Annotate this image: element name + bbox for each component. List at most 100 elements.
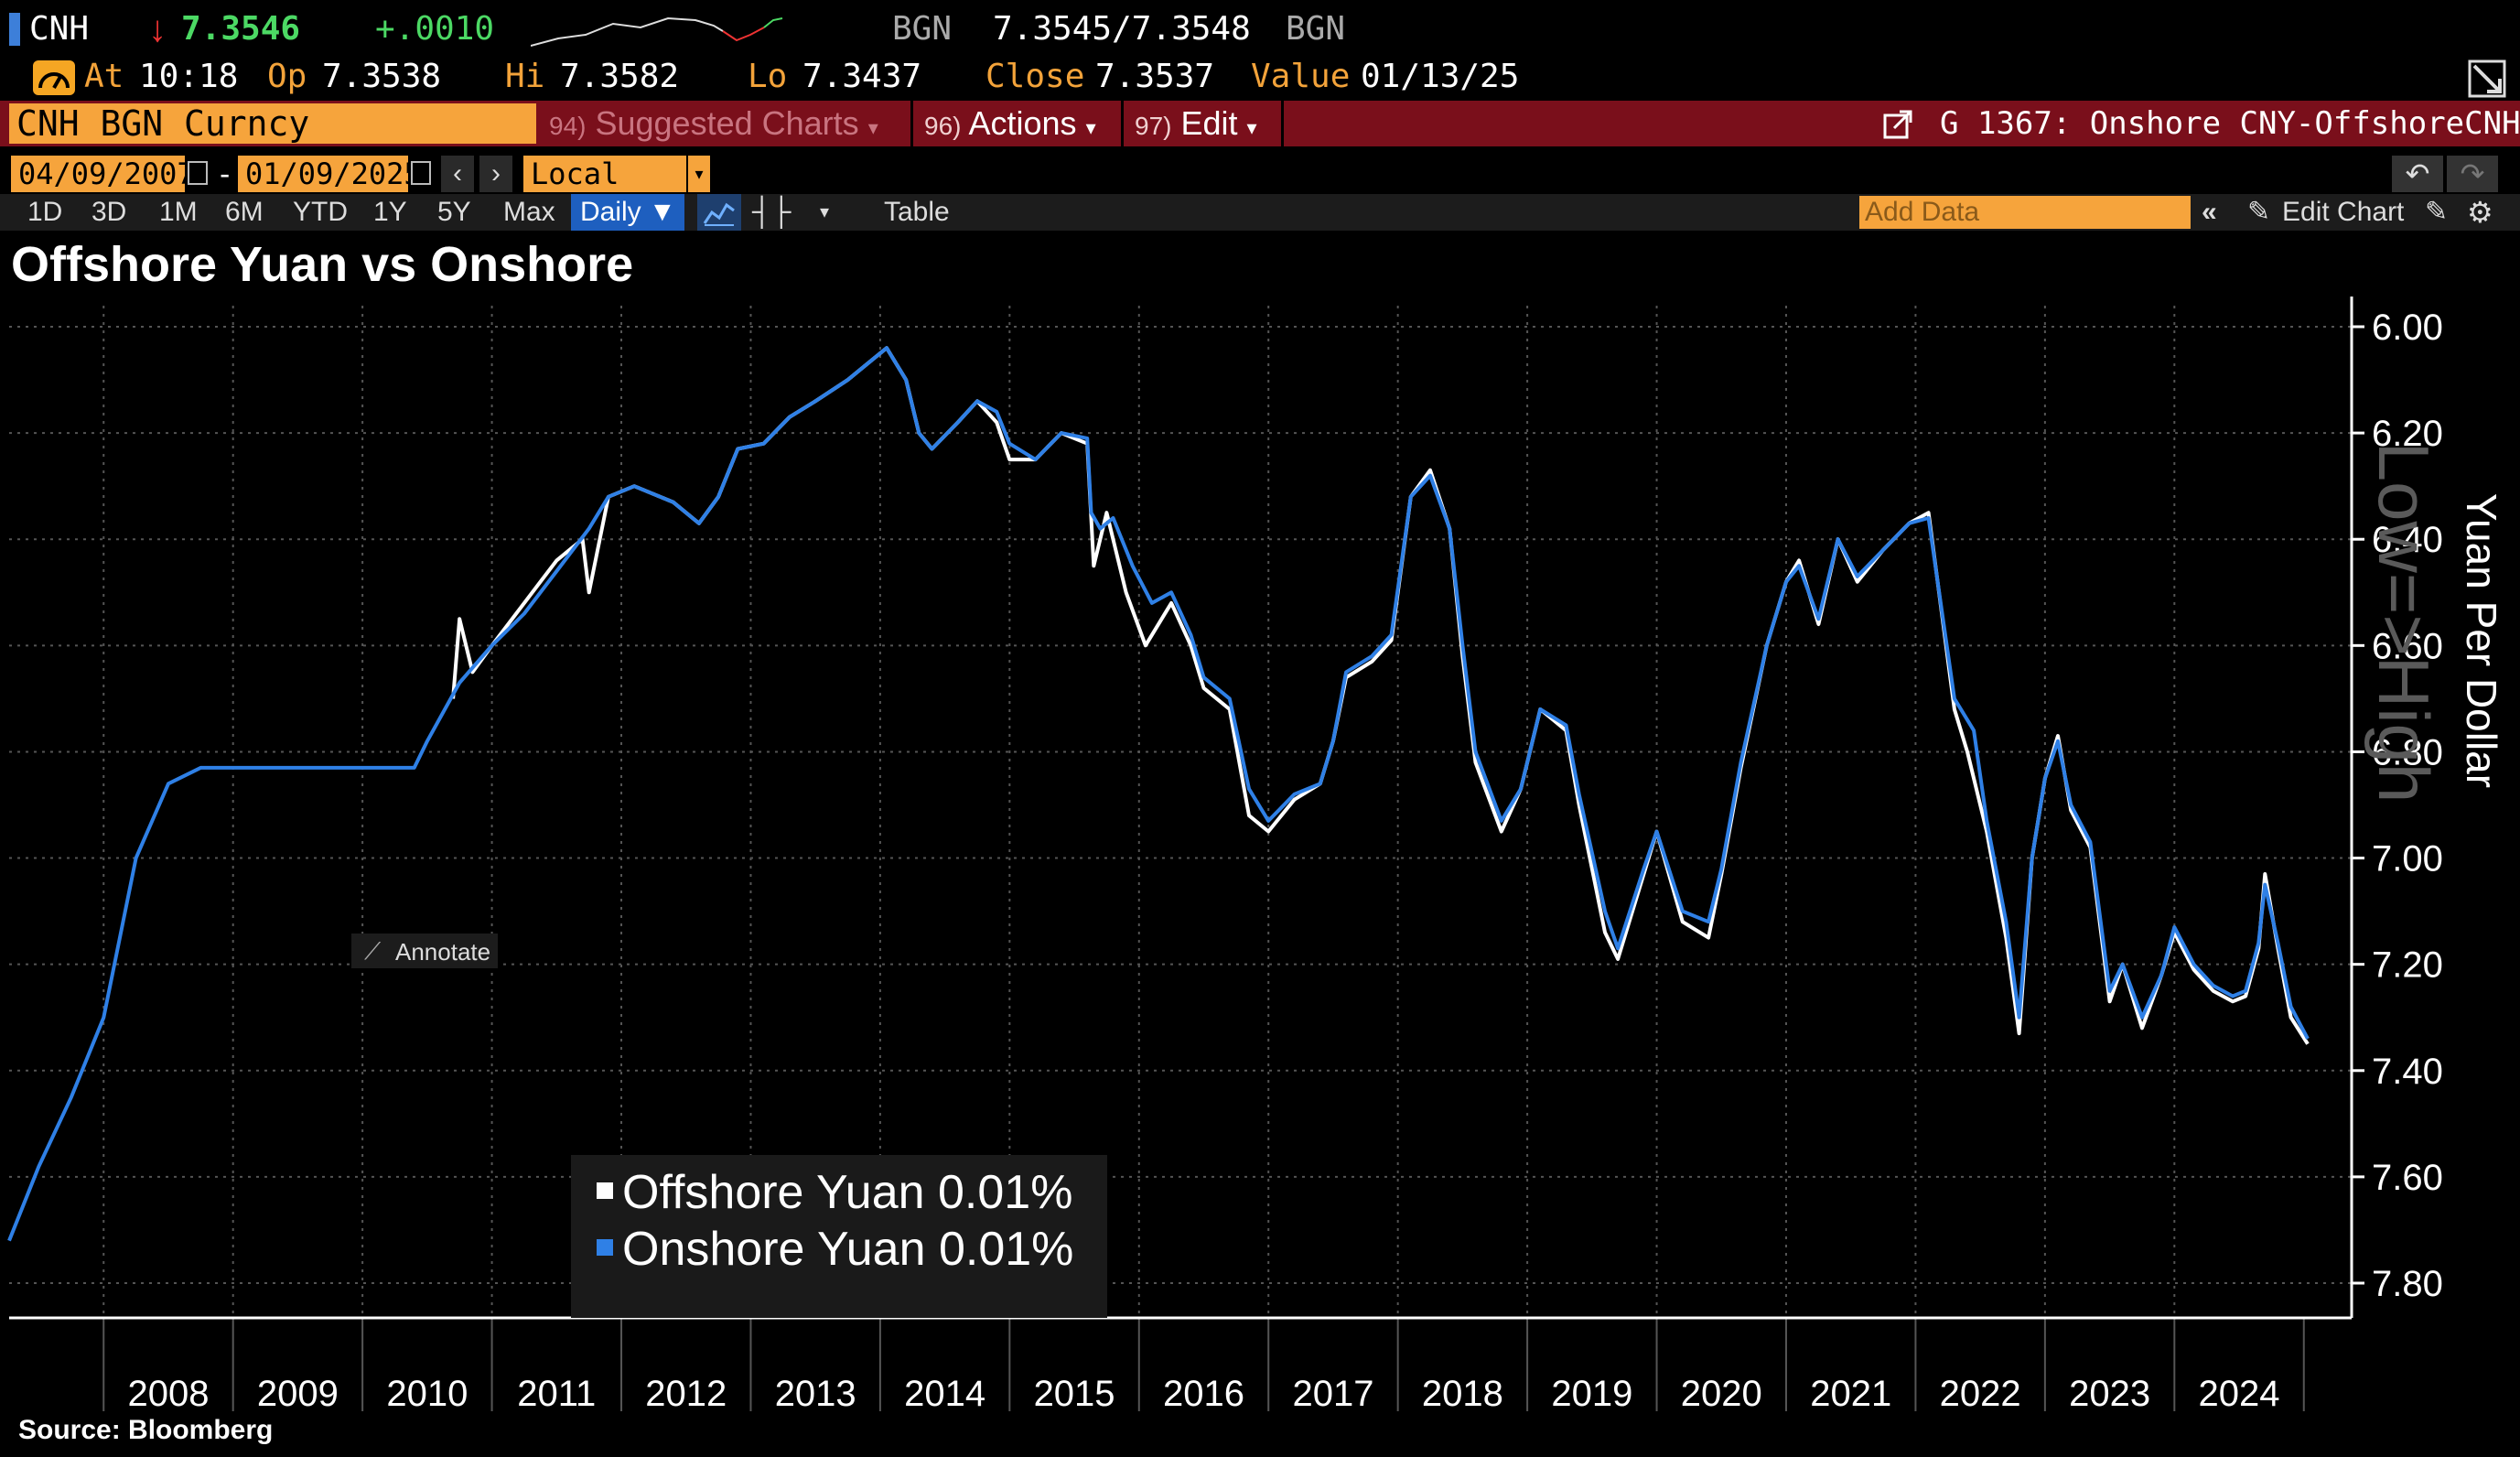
y-tick-label: 6.00 (2372, 308, 2443, 348)
next-range-button[interactable]: › (479, 156, 512, 192)
end-date-field[interactable]: 01/09/2025 (238, 156, 422, 192)
high-value: 7.3582 (560, 58, 680, 95)
date-dash: - (216, 156, 234, 191)
period-3d[interactable]: 3D (92, 197, 127, 227)
x-tick-label: 2019 (1551, 1374, 1632, 1411)
y-tick-label: 6.60 (2372, 626, 2443, 666)
period-5y[interactable]: 5Y (437, 197, 471, 227)
close-value: 7.3537 (1095, 58, 1215, 95)
x-tick-label: 2010 (386, 1374, 468, 1411)
sparkline-icon (531, 16, 783, 47)
calendar-icon[interactable] (411, 161, 431, 185)
chevron-down-icon: ▾ (1085, 116, 1096, 139)
gear-icon[interactable]: ⚙ (2467, 196, 2493, 229)
x-tick-label: 2013 (775, 1374, 856, 1411)
pencil-icon: ⟋ (364, 937, 382, 965)
ticker-symbol[interactable]: CNH (29, 10, 90, 48)
x-tick-label: 2014 (904, 1374, 985, 1411)
ticker-color-swatch (9, 13, 20, 46)
open-value: 7.3538 (322, 58, 442, 95)
chart-title: Offshore Yuan vs Onshore (11, 237, 634, 292)
x-tick-label: 2020 (1681, 1374, 1762, 1411)
low-value: 7.3437 (802, 58, 922, 95)
period-ytd[interactable]: YTD (293, 197, 348, 227)
period-1d[interactable]: 1D (27, 197, 63, 227)
x-tick-label: 2008 (127, 1374, 209, 1411)
frequency-select[interactable]: Daily ▼ (571, 194, 684, 231)
chevron-down-icon: ▾ (1246, 116, 1257, 139)
x-tick-label: 2009 (257, 1374, 339, 1411)
external-link-icon[interactable] (1881, 106, 1916, 141)
edit-label: Edit (1180, 104, 1238, 142)
annotate-label: Annotate (395, 938, 490, 966)
info-bar: At 10:18 Op 7.3538 Hi 7.3582 Lo 7.3437 C… (0, 55, 2520, 99)
value-label: Value (1251, 58, 1351, 95)
suggested-charts-number: 94) (549, 112, 587, 140)
x-tick-label: 2024 (2199, 1374, 2280, 1411)
x-tick-label: 2023 (2069, 1374, 2150, 1411)
bar-chart-icon[interactable]: ┤├ (752, 197, 792, 227)
actions-menu[interactable]: 96) Actions ▾ (924, 101, 1096, 146)
close-label: Close (985, 58, 1085, 95)
y-tick-label: 6.20 (2372, 414, 2443, 454)
ask-source: BGN (1286, 10, 1346, 48)
table-button[interactable]: Table (884, 197, 950, 227)
legend-entry: Onshore Yuan 0.01% (622, 1223, 1073, 1276)
chevron-down-icon[interactable]: ▾ (688, 156, 710, 192)
legend-box (571, 1155, 1107, 1318)
y-tick-label: 7.40 (2372, 1052, 2443, 1092)
edit-settings-icon[interactable]: ✎ (2425, 197, 2449, 227)
bid-source: BGN (892, 10, 953, 48)
x-tick-label: 2021 (1810, 1374, 1891, 1411)
collapse-icon[interactable]: « (2202, 197, 2217, 227)
source-note: Source: Bloomberg (18, 1415, 274, 1445)
y-tick-label: 7.60 (2372, 1158, 2443, 1198)
down-arrow-icon: ↓ (148, 9, 167, 49)
x-tick-label: 2015 (1034, 1374, 1115, 1411)
period-1y[interactable]: 1Y (373, 197, 407, 227)
x-tick-label: 2011 (517, 1374, 596, 1411)
chevron-down-icon[interactable]: ▾ (820, 202, 830, 222)
edit-menu[interactable]: 97) Edit ▾ (1135, 101, 1257, 146)
y-tick-label: 6.40 (2372, 520, 2443, 560)
add-data-input[interactable]: Add Data (1859, 196, 2191, 229)
line-chart: 6.00 6.20 6.40 6.60 6.80 7.00 7.20 7.40 7.60 7.80… (7, 297, 2505, 1411)
actions-label: Actions (968, 104, 1077, 142)
y-tick-label: 7.20 (2372, 945, 2443, 986)
legend-swatch (597, 1239, 613, 1256)
prev-range-button[interactable]: ‹ (441, 156, 474, 192)
actions-number: 96) (924, 112, 962, 140)
edit-chart-button[interactable]: Edit Chart (2282, 197, 2405, 227)
y-tick-label: 7.00 (2372, 839, 2443, 880)
currency-select[interactable]: Local CCY (523, 156, 686, 228)
axis-direction-watermark: Low=>High (2364, 442, 2444, 804)
redo-button[interactable]: ↷ (2447, 156, 2498, 192)
at-value: 10:18 (139, 58, 239, 95)
offshore-yuan-line (451, 346, 2310, 1045)
bid-ask: 7.3545/7.3548 (993, 10, 1251, 48)
legend-entry: Offshore Yuan 0.01% (622, 1166, 1072, 1219)
value-date: 01/13/25 (1361, 58, 1520, 95)
period-6m[interactable]: 6M (225, 197, 264, 227)
y-tick-label: 6.80 (2372, 732, 2443, 772)
period-max[interactable]: Max (503, 197, 555, 227)
high-label: Hi (505, 58, 545, 95)
chevron-down-icon: ▾ (867, 116, 878, 139)
undo-button[interactable]: ↶ (2392, 156, 2443, 192)
expand-icon[interactable] (2467, 59, 2507, 99)
suggested-charts-menu[interactable]: 94) Suggested Charts ▾ (549, 101, 878, 146)
menu-divider (1121, 101, 1124, 146)
annotate-button[interactable] (351, 934, 498, 968)
x-tick-label: 2022 (1940, 1374, 2021, 1411)
start-date-field[interactable]: 04/09/2007 (11, 156, 195, 192)
onshore-yuan-line (7, 346, 2310, 1242)
last-price: 7.3546 (181, 10, 301, 48)
security-field[interactable]: CNH BGN Curncy (9, 103, 536, 144)
calendar-icon[interactable] (188, 161, 208, 185)
quote-bar: CNH ↓ 7.3546 +.0010 BGN 7.3545/7.3548 BG… (0, 0, 2520, 59)
x-tick-label: 2012 (645, 1374, 727, 1411)
menu-divider (910, 101, 913, 146)
line-chart-icon[interactable] (697, 194, 741, 231)
gauge-icon[interactable] (33, 60, 75, 95)
period-1m[interactable]: 1M (159, 197, 198, 227)
